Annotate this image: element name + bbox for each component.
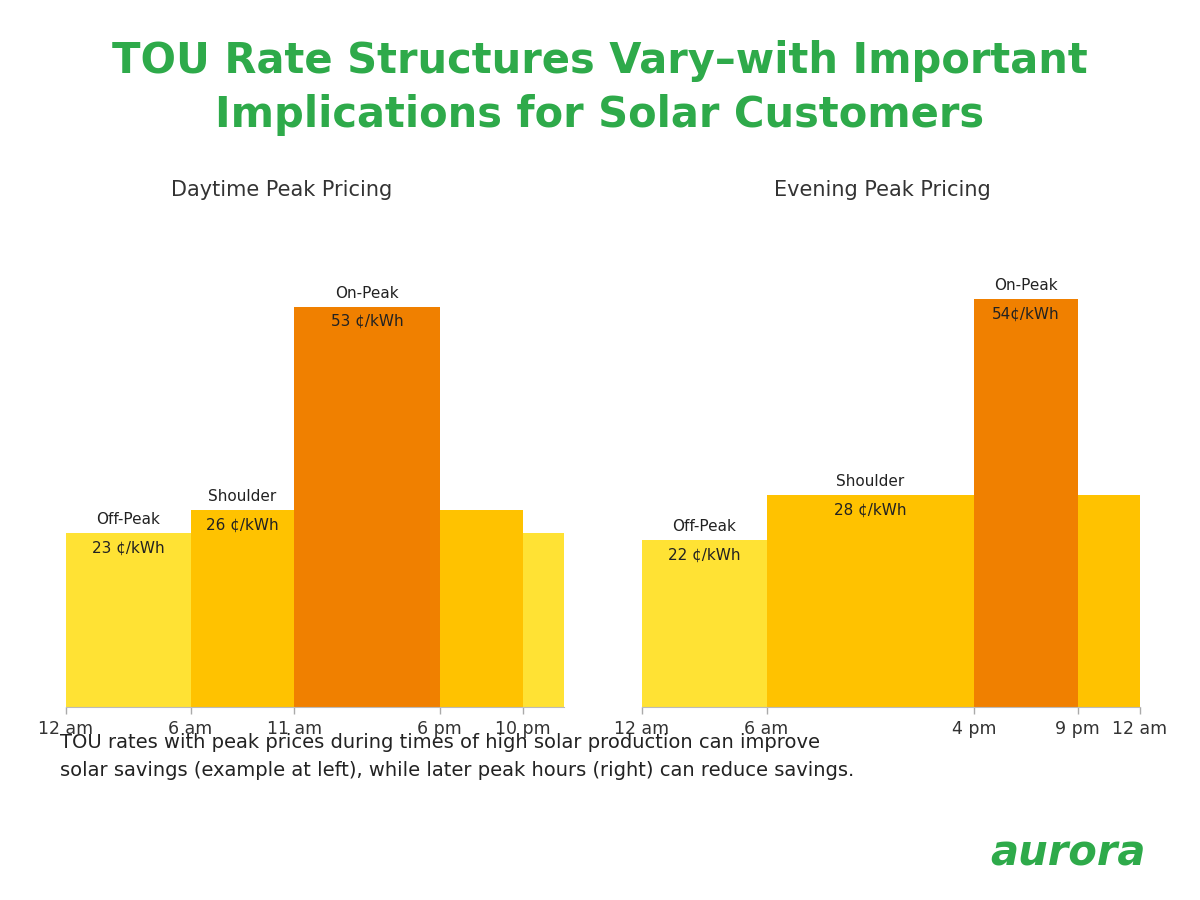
Bar [642, 541, 767, 706]
Bar [66, 533, 191, 706]
Text: Off-Peak: Off-Peak [96, 512, 160, 526]
Text: 23 ¢/kWh: 23 ¢/kWh [92, 541, 164, 555]
Bar [767, 495, 974, 706]
Text: 26 ¢/kWh: 26 ¢/kWh [206, 518, 278, 533]
Bar [522, 533, 564, 706]
Text: On-Peak: On-Peak [994, 278, 1057, 293]
Text: TOU Rate Structures Vary–with Important: TOU Rate Structures Vary–with Important [112, 40, 1088, 83]
Text: aurora: aurora [990, 832, 1146, 875]
Text: On-Peak: On-Peak [335, 285, 398, 301]
Text: Shoulder: Shoulder [209, 490, 276, 504]
Text: 53 ¢/kWh: 53 ¢/kWh [330, 314, 403, 329]
Text: Daytime Peak Pricing: Daytime Peak Pricing [172, 180, 392, 200]
Text: 22 ¢/kWh: 22 ¢/kWh [668, 548, 740, 563]
Bar [439, 510, 522, 706]
Text: Evening Peak Pricing: Evening Peak Pricing [774, 180, 990, 200]
Text: TOU rates with peak prices during times of high solar production can improve
sol: TOU rates with peak prices during times … [60, 734, 854, 780]
Text: Shoulder: Shoulder [836, 474, 905, 490]
Text: 28 ¢/kWh: 28 ¢/kWh [834, 503, 906, 517]
Text: Off-Peak: Off-Peak [672, 519, 736, 535]
Bar [974, 299, 1078, 706]
Text: 54¢/kWh: 54¢/kWh [992, 307, 1060, 321]
Bar [294, 307, 439, 706]
Bar [1078, 495, 1140, 706]
Text: Implications for Solar Customers: Implications for Solar Customers [216, 94, 984, 137]
Bar [191, 510, 294, 706]
